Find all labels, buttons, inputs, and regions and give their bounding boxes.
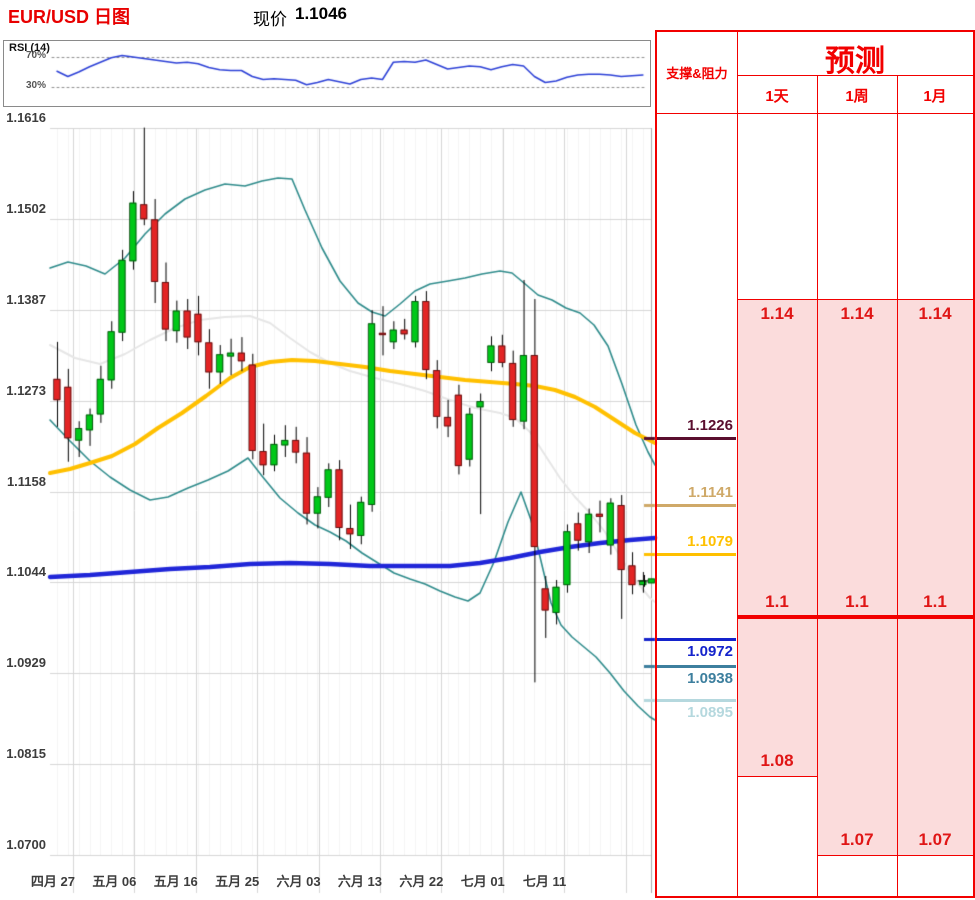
forecast-mid-line — [737, 615, 973, 619]
y-axis-label: 1.0929 — [6, 655, 46, 671]
support-resistance-value: 1.1079 — [687, 533, 733, 550]
forecast-high-value: 1.14 — [760, 304, 794, 324]
support-resistance-line — [657, 553, 736, 556]
y-axis-label: 1.1044 — [6, 564, 46, 580]
support-resistance-value: 1.0938 — [687, 670, 733, 687]
support-resistance-line — [657, 699, 736, 702]
forecast-column-header: 1月 — [923, 88, 947, 105]
y-axis-label: 1.0815 — [6, 746, 46, 762]
x-axis-label: 六月 13 — [337, 874, 382, 889]
forecast-low-line — [817, 855, 897, 856]
y-axis-label: 1.1616 — [6, 110, 46, 125]
forecast-column-header: 1天 — [765, 88, 789, 105]
table-header-divider — [737, 75, 973, 76]
table-border-bottom — [655, 896, 975, 898]
table-divider — [817, 75, 818, 896]
support-resistance-line — [657, 504, 736, 507]
forecast-high-line — [737, 299, 973, 300]
y-axis-label: 1.1158 — [6, 473, 46, 489]
x-axis-label: 四月 27 — [30, 874, 75, 889]
rsi-lower-threshold-label: 30% — [25, 80, 46, 91]
table-border-left — [655, 30, 657, 898]
rsi-upper-threshold-label: 70% — [25, 50, 46, 61]
forecast-header: 预测 — [825, 45, 885, 78]
support-resistance-value: 1.0972 — [687, 643, 733, 660]
y-axis-label: 1.1273 — [6, 382, 46, 398]
y-axis-label: 1.1502 — [6, 200, 46, 216]
table-border-right — [973, 30, 975, 898]
table-divider — [737, 30, 738, 896]
x-axis-label: 六月 03 — [276, 874, 321, 889]
support-resistance-value: 1.1226 — [687, 417, 733, 434]
forecast-mid-value: 1.1 — [923, 591, 947, 611]
current-price-value: 1.1046 — [295, 4, 347, 23]
rsi-panel — [3, 40, 651, 107]
support-resistance-value: 1.1141 — [687, 484, 733, 501]
y-axis-label: 1.0700 — [6, 837, 46, 852]
chart-title: EUR/USD 日图 — [8, 7, 131, 27]
support-resistance-line — [657, 638, 736, 641]
forecast-low-line — [737, 776, 817, 777]
forecast-high-value: 1.14 — [840, 304, 874, 324]
forecast-column-header: 1周 — [845, 88, 869, 105]
table-subheader-divider — [655, 113, 973, 114]
forecast-low-value: 1.07 — [840, 830, 874, 849]
forecast-zone — [898, 299, 973, 855]
forecast-mid-value: 1.1 — [765, 591, 789, 611]
forecast-zone — [738, 299, 817, 776]
x-axis-label: 五月 16 — [153, 874, 198, 889]
x-axis-label: 七月 11 — [522, 874, 567, 889]
table-border-top — [655, 30, 975, 32]
x-axis-label: 七月 01 — [460, 874, 505, 889]
support-resistance-header: 支撑&阻力 — [666, 66, 728, 81]
support-resistance-line — [657, 437, 736, 440]
rsi-panel-label: RSI (14) — [9, 42, 50, 54]
support-resistance-value: 1.0895 — [687, 704, 733, 721]
table-divider — [897, 75, 898, 896]
forecast-high-value: 1.14 — [918, 304, 952, 324]
forecast-mid-value: 1.1 — [845, 591, 869, 611]
y-axis-label: 1.1387 — [6, 291, 46, 307]
forecast-zone — [818, 299, 897, 855]
forecast-low-line — [897, 855, 973, 856]
forecast-low-value: 1.08 — [760, 750, 794, 770]
support-resistance-line — [657, 665, 736, 668]
current-price-label: 现价 — [253, 10, 287, 29]
x-axis-label: 五月 06 — [92, 874, 137, 889]
x-axis-label: 六月 22 — [399, 874, 444, 889]
x-axis-label: 五月 25 — [215, 874, 260, 889]
forecast-low-value: 1.07 — [918, 830, 952, 849]
